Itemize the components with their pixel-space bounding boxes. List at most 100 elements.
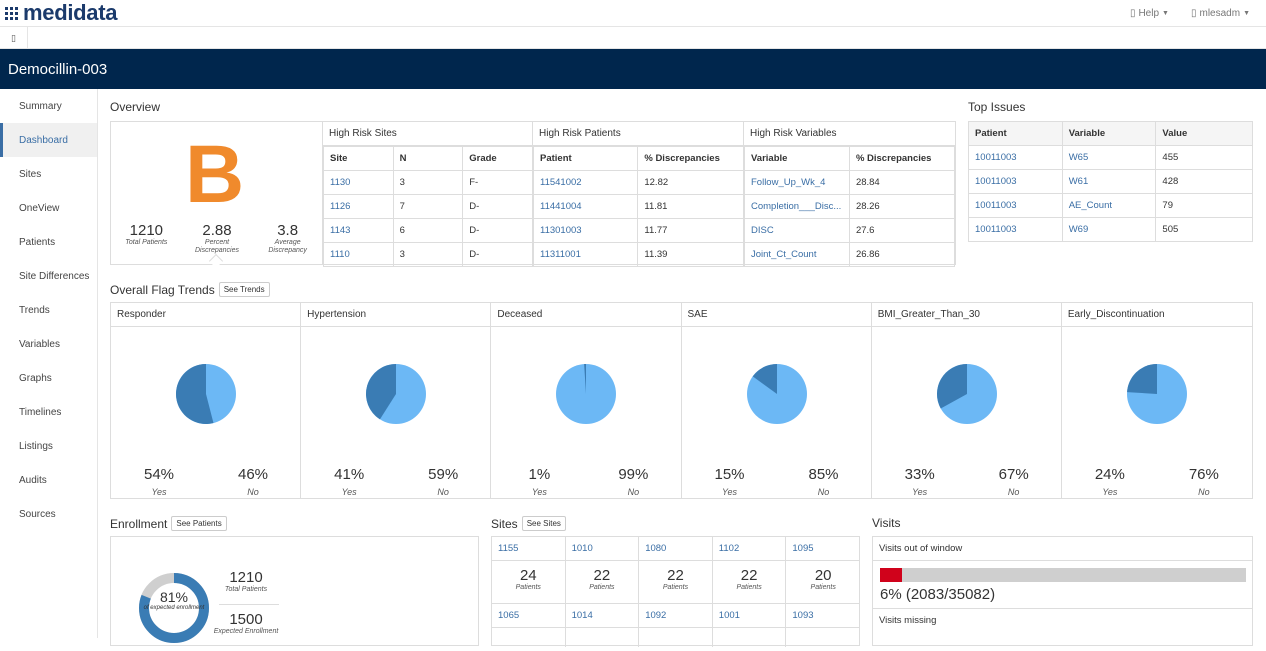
- high-risk-patients: High Risk Patients Patient % Discrepanci…: [532, 122, 744, 267]
- variable-link[interactable]: W65: [1061, 145, 1157, 170]
- sidebar-item-listings[interactable]: Listings: [19, 440, 53, 452]
- patient-link[interactable]: 11541002: [532, 170, 639, 195]
- variable-link[interactable]: Joint_Ct_Count: [744, 242, 850, 267]
- trend-no-label: No: [817, 487, 830, 497]
- patient-link[interactable]: 10011003: [968, 169, 1063, 194]
- patient-link[interactable]: 10011003: [968, 145, 1063, 170]
- sidebar-item-audits[interactable]: Audits: [19, 474, 47, 486]
- see-sites-button[interactable]: See Sites: [521, 516, 566, 531]
- enroll-total-value: 1210: [229, 569, 263, 586]
- sidebar-item-dashboard[interactable]: Dashboard: [0, 123, 97, 157]
- table-row: 11441004 11.81: [532, 194, 744, 219]
- trend-title: BMI_Greater_Than_30: [871, 303, 1061, 327]
- pie-slice-yes: [366, 364, 397, 420]
- pie-slice-yes: [1126, 364, 1157, 394]
- trend-card: SAE 15% 85% Yes No: [681, 303, 872, 498]
- site-link[interactable]: 1010: [565, 537, 639, 561]
- site-patient-count: 22: [593, 567, 611, 584]
- table-row: 1143 6 D-: [323, 218, 533, 243]
- sidebar-item-sites[interactable]: Sites: [19, 168, 42, 180]
- trend-no-percent: 59%: [428, 466, 459, 483]
- visits-panel: Visits out of window 6% (2083/35082) Vis…: [872, 536, 1253, 646]
- enrollment-title-text: Enrollment: [110, 516, 168, 531]
- sidebar-item-oneview[interactable]: OneView: [19, 202, 60, 214]
- site-patients-label: Patients: [810, 584, 836, 591]
- site-patients-label: Patients: [662, 584, 689, 591]
- site-link[interactable]: 1095: [786, 537, 860, 561]
- sites-panel: 1155 24 Patients 1010 22 Patients 1080 22 Patien…: [491, 536, 860, 647]
- patient-link[interactable]: 11311001: [532, 242, 639, 267]
- site-link[interactable]: 1001: [712, 604, 786, 628]
- site-patient-count: 22: [667, 567, 684, 584]
- variable-link[interactable]: Completion___Disc...: [744, 194, 850, 219]
- table-cell: 26.86: [848, 242, 956, 267]
- top-issues-table: Patient Variable Value 10011003 W65 455 …: [968, 121, 1253, 242]
- site-link[interactable]: 1093: [786, 604, 860, 628]
- patient-link[interactable]: 11301003: [532, 218, 639, 243]
- enroll-total: 1210 Total Patients: [211, 569, 281, 593]
- site-card: 1065: [492, 604, 566, 647]
- grade-panel: B 1210 Total Patients 2.88 Percent Discr…: [111, 122, 323, 269]
- trend-pie: [936, 364, 997, 424]
- site-link[interactable]: 1065: [492, 604, 565, 628]
- site-link[interactable]: 1155: [492, 537, 565, 561]
- menu-toggle-button[interactable]: ▯: [0, 27, 28, 49]
- sidebar-item-graphs[interactable]: Graphs: [19, 372, 52, 384]
- sidebar-item-site-differences[interactable]: Site Differences: [19, 270, 90, 282]
- site-link[interactable]: 1092: [639, 604, 712, 628]
- high-risk-patients-title: High Risk Patients: [533, 122, 744, 146]
- sites-title-text: Sites: [491, 516, 518, 531]
- medidata-logo[interactable]: medidata: [5, 2, 117, 24]
- table-cell: D-: [462, 194, 533, 219]
- sidebar-item-trends[interactable]: Trends: [19, 304, 50, 316]
- trend-no-percent: 46%: [237, 466, 269, 483]
- sidebar-item-sources[interactable]: Sources: [19, 508, 56, 520]
- user-icon: ▯: [1190, 8, 1197, 19]
- trend-no-percent: 85%: [808, 466, 839, 483]
- trends-title-text: Overall Flag Trends: [110, 282, 215, 297]
- patient-link[interactable]: 10011003: [968, 193, 1063, 218]
- trend-no-percent: 67%: [998, 466, 1029, 483]
- trend-yes-percent: 15%: [714, 466, 745, 483]
- help-menu[interactable]: ▯ Help ▼: [1130, 8, 1169, 19]
- variable-link[interactable]: W69: [1061, 217, 1157, 242]
- sidebar-item-variables[interactable]: Variables: [19, 338, 60, 350]
- sidebar-item-patients[interactable]: Patients: [19, 236, 56, 248]
- variable-link[interactable]: AE_Count: [1061, 193, 1157, 218]
- stat-value: 2.88: [202, 222, 232, 239]
- variable-link[interactable]: W61: [1061, 169, 1157, 194]
- patient-link[interactable]: 10011003: [968, 217, 1063, 242]
- site-link[interactable]: 1110: [323, 242, 394, 267]
- site-link[interactable]: 1014: [565, 604, 639, 628]
- variable-link[interactable]: DISC: [744, 218, 850, 243]
- site-patients-label: Patients: [736, 584, 762, 591]
- site-link[interactable]: 1102: [712, 537, 786, 561]
- table-cell: F-: [462, 170, 533, 195]
- divider: [219, 604, 279, 605]
- table-cell: 27.6: [848, 218, 956, 243]
- patient-link[interactable]: 11441004: [532, 194, 639, 219]
- enrollment-title: Enrollment See Patients: [110, 516, 227, 531]
- trend-title: Early_Discontinuation: [1061, 303, 1253, 327]
- user-menu[interactable]: ▯ mlesadm ▼: [1191, 8, 1250, 19]
- sidebar-item-summary[interactable]: Summary: [19, 100, 62, 112]
- see-patients-button[interactable]: See Patients: [171, 516, 227, 531]
- sidebar-item-timelines[interactable]: Timelines: [19, 406, 62, 418]
- visits-progress-bar: [880, 568, 1246, 582]
- user-label: mlesadm: [1199, 8, 1241, 19]
- table-cell: 3: [392, 242, 464, 267]
- table-row: 10011003 W65 455: [968, 145, 1253, 170]
- site-link[interactable]: 1126: [323, 194, 394, 219]
- site-card: 1155 24 Patients: [492, 537, 566, 604]
- overview-title-text: Overview: [110, 100, 161, 114]
- site-card: 1014: [565, 604, 640, 647]
- table-cell: 6: [392, 218, 464, 243]
- site-link[interactable]: 1130: [323, 170, 394, 195]
- see-trends-button[interactable]: See Trends: [218, 282, 270, 297]
- table-row: 10011003 AE_Count 79: [968, 193, 1253, 218]
- site-link[interactable]: 1143: [323, 218, 394, 243]
- variable-link[interactable]: Follow_Up_Wk_4: [744, 170, 850, 195]
- stat-percent-discrepancies: 2.88 Percent Discrepancies: [184, 222, 250, 255]
- site-card: 1010 22 Patients: [565, 537, 640, 604]
- site-link[interactable]: 1080: [639, 537, 712, 561]
